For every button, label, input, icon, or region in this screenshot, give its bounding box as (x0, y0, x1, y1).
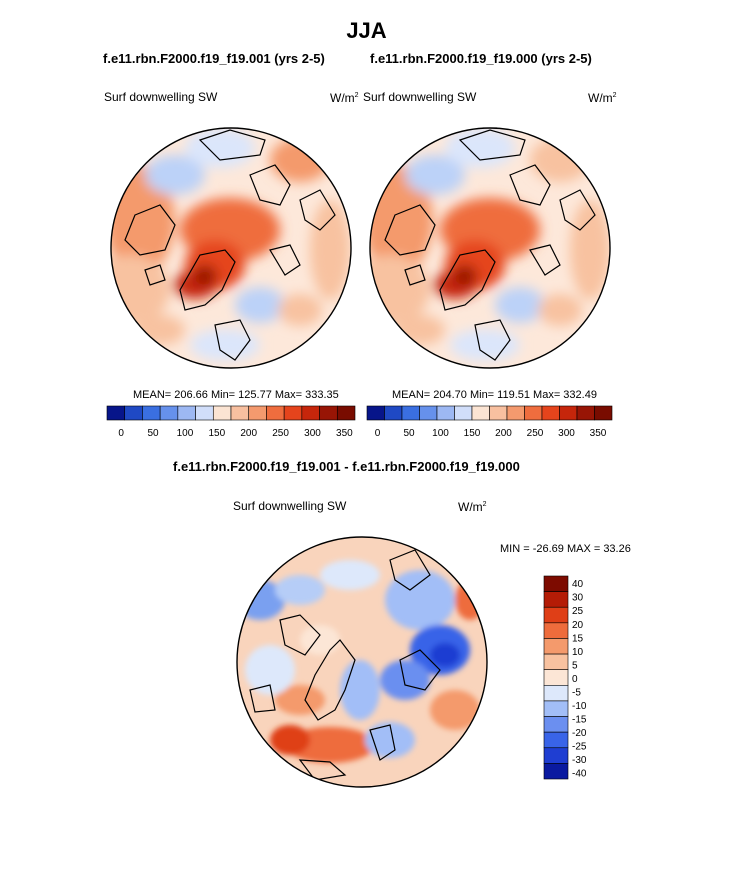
panel2-colorbar-swatch (401, 405, 420, 421)
diff-colorbar-swatch (543, 700, 569, 717)
diff-colorbar-swatch (543, 622, 569, 639)
panel2-colorbar-swatch (419, 405, 438, 421)
panel2-map (370, 128, 610, 368)
diff-colorbar-swatch (543, 575, 569, 592)
diff-colorbar-swatch (543, 716, 569, 733)
panel1-map (111, 128, 351, 368)
diff-colorbar-tick-label: 20 (572, 620, 584, 631)
panel1-colorbar-swatch (336, 405, 356, 421)
panel1-colorbar-swatch (212, 405, 232, 421)
panel1-colorbar-swatch (106, 405, 126, 421)
panel1-variable: Surf downwelling SW (104, 90, 218, 104)
panel1-title: f.e11.rbn.F2000.f19_f19.001 (yrs 2-5) (103, 51, 325, 66)
panel1-colorbar-swatch (195, 405, 214, 421)
panel1-colorbar-swatch (124, 405, 143, 421)
panel2-colorbar-swatch (576, 405, 595, 421)
panel2-colorbar-swatch (471, 405, 490, 421)
diff-minmax: MIN = -26.69 MAX = 33.26 (500, 543, 631, 555)
diff-colorbar-tick-label: 0 (572, 674, 578, 685)
panel2-colorbar-tick-label: 50 (403, 428, 415, 439)
diff-coastlines (249, 549, 441, 781)
diff-colorbar-swatch (543, 731, 569, 749)
panel1-colorbar-tick-label: 250 (272, 428, 289, 439)
diff-colorbar-tick-label: 15 (572, 633, 584, 644)
panel1-colorbar-tick-label: 50 (147, 428, 159, 439)
diff-colorbar-tick-label: -10 (572, 701, 587, 712)
panel1-colorbar-swatch (319, 405, 338, 421)
diff-colorbar-tick-label: 10 (572, 647, 584, 658)
panel1-colorbar-tick-label: 350 (336, 428, 353, 439)
panel2-colorbar-swatch (541, 405, 560, 421)
panel2-colorbar-tick-label: 250 (527, 428, 544, 439)
panel1-colorbar-tick-label: 200 (240, 428, 257, 439)
panel1-colorbar-swatch (230, 405, 250, 421)
panel1-colorbar-tick-label: 150 (208, 428, 225, 439)
diff-colorbar-tick-label: -20 (572, 728, 587, 739)
diff-colorbar-swatch (543, 591, 569, 608)
diff-colorbar-tick-label: -5 (572, 687, 581, 698)
season-title: JJA (346, 18, 387, 43)
panel1-units: W/m2 (330, 91, 359, 105)
diff-colorbar-swatch (543, 669, 569, 686)
diff-colorbar-swatch (543, 763, 569, 780)
panel2-colorbar-swatch (436, 405, 455, 421)
panel2-colorbar-tick-label: 300 (558, 428, 575, 439)
diff-colorbar-swatch (543, 653, 569, 670)
panel1-colorbar-tick-label: 0 (118, 428, 124, 439)
diff-title: f.e11.rbn.F2000.f19_f19.001 - f.e11.rbn.… (173, 459, 520, 474)
panel1-colorbar-swatch (266, 405, 285, 421)
panel2-colorbar-swatch (524, 405, 543, 421)
diff-colorbar-tick-label: 25 (572, 606, 584, 617)
diff-colorbar-swatch (543, 747, 569, 764)
panel2-colorbar-swatch (489, 405, 508, 421)
panel2-colorbar-swatch (384, 405, 403, 421)
panel2-colorbar-tick-label: 100 (432, 428, 449, 439)
panel2-colorbar-swatch (594, 405, 613, 421)
panel2-colorbar-tick-label: 200 (495, 428, 512, 439)
panel1-colorbar-swatch (248, 405, 267, 421)
panel1-stats: MEAN= 206.66 Min= 125.77 Max= 333.35 (133, 389, 339, 401)
panel2-variable: Surf downwelling SW (363, 90, 477, 104)
diff-colorbar-tick-label: -15 (572, 714, 587, 725)
panel1-colorbar-swatch (177, 405, 196, 421)
panel1-colorbar-tick-label: 100 (177, 428, 194, 439)
panel1-coastlines (124, 129, 336, 361)
panel2-colorbar: 0 50 100 150 200 250 300 350 (366, 405, 613, 439)
diff-units: W/m2 (458, 500, 487, 514)
diff-colorbar-swatch (543, 638, 569, 655)
panel2-colorbar-swatch (454, 405, 473, 421)
panel1-colorbar-swatch (301, 405, 320, 421)
diff-colorbar-tick-label: 30 (572, 593, 584, 604)
panel1-colorbar-swatch (159, 405, 179, 421)
diff-colorbar-swatch (543, 606, 569, 624)
diff-colorbar-swatch (543, 685, 569, 702)
panel2-colorbar-tick-label: 0 (375, 428, 381, 439)
panel2-colorbar-tick-label: 150 (464, 428, 481, 439)
panel2-title: f.e11.rbn.F2000.f19_f19.000 (yrs 2-5) (370, 51, 592, 66)
panel1-colorbar-tick-label: 300 (304, 428, 321, 439)
diff-colorbar-tick-label: -40 (572, 769, 587, 780)
panel2-colorbar-swatch (506, 405, 525, 421)
diff-colorbar-tick-label: 40 (572, 579, 584, 590)
panel1-colorbar-swatch (142, 405, 161, 421)
diff-colorbar: 40 30 25 20 15 10 5 0 -5 -10 -15 -20 -25 -30 -40 (543, 575, 587, 780)
panel2-colorbar-swatch (559, 405, 578, 421)
panel2-units: W/m2 (588, 91, 617, 105)
panel1-colorbar: 0 50 100 150 200 250 300 350 (106, 405, 356, 439)
panel1-colorbar-swatch (283, 405, 303, 421)
panel2-colorbar-swatch (366, 405, 385, 421)
diff-colorbar-tick-label: -25 (572, 742, 587, 753)
panel2-colorbar-tick-label: 350 (590, 428, 607, 439)
panel2-stats: MEAN= 204.70 Min= 119.51 Max= 332.49 (392, 389, 597, 401)
diff-colorbar-tick-label: -30 (572, 755, 587, 766)
diff-map (237, 537, 487, 787)
diff-colorbar-tick-label: 5 (572, 660, 578, 671)
panel2-coastlines (384, 129, 596, 361)
diff-variable: Surf downwelling SW (233, 499, 347, 513)
